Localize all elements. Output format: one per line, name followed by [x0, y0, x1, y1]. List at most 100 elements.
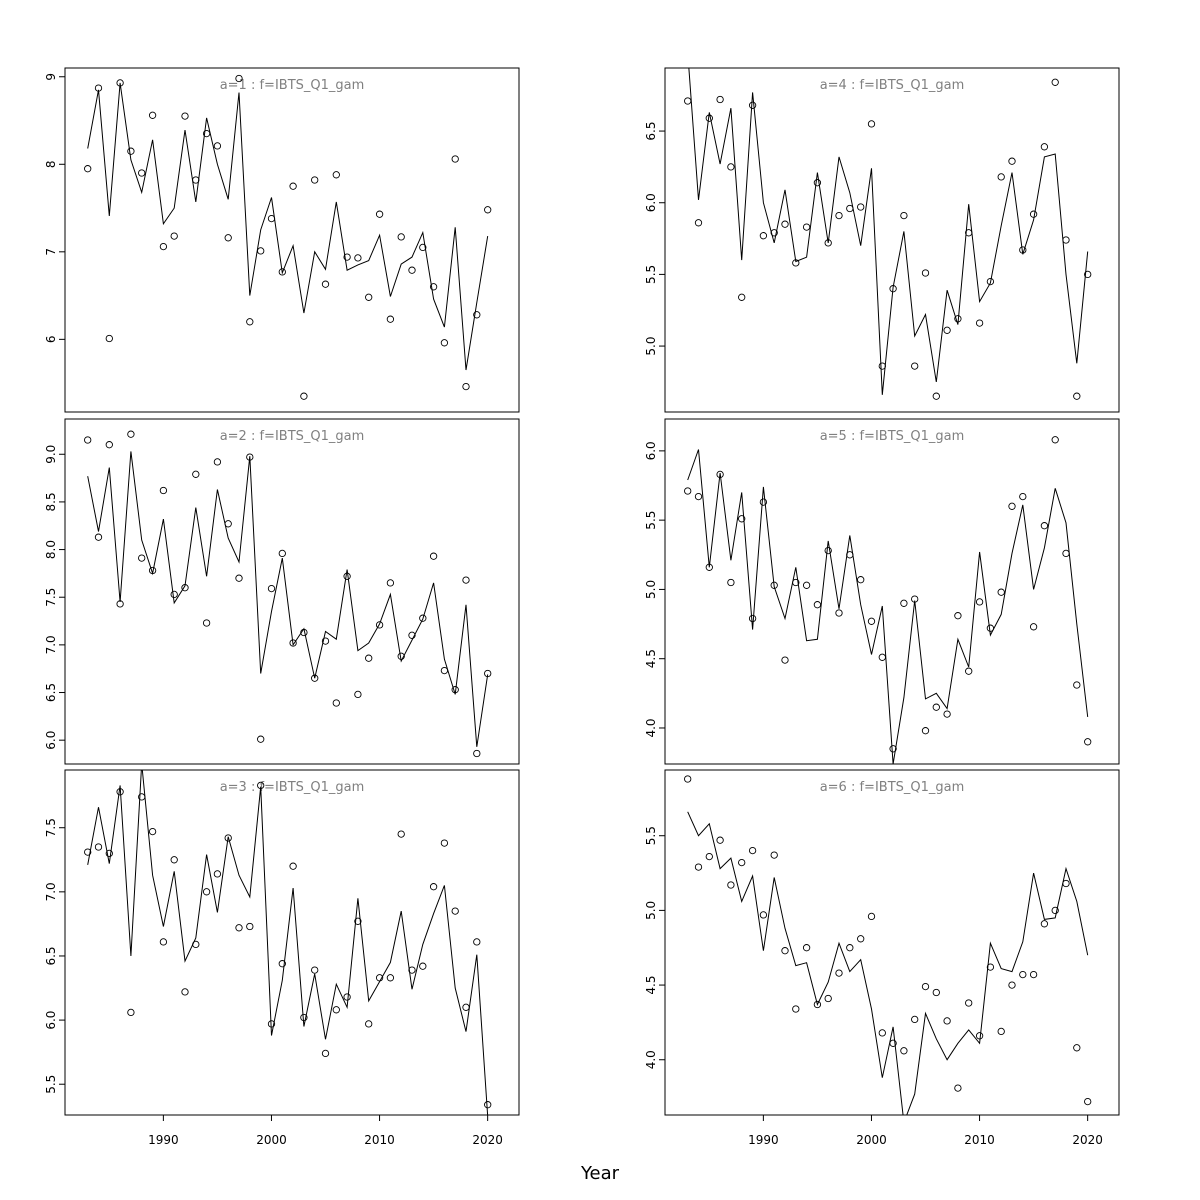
data-point — [1084, 738, 1092, 746]
data-point — [408, 966, 416, 974]
y-tick-label: 6.0 — [644, 193, 658, 212]
data-point — [484, 206, 492, 214]
data-point — [705, 563, 713, 571]
data-point — [835, 609, 843, 617]
data-point — [202, 619, 211, 627]
data-point — [824, 546, 832, 555]
panel-plot-area — [684, 775, 1092, 1115]
data-point — [716, 836, 724, 844]
y-tick-label: 6.0 — [44, 1011, 58, 1030]
data-point — [1019, 492, 1027, 501]
y-tick-label: 5.5 — [644, 511, 658, 530]
data-point — [224, 234, 232, 242]
y-tick-label: 5.0 — [644, 901, 658, 920]
data-point — [889, 285, 897, 293]
y-tick-label: 6.5 — [644, 122, 658, 141]
data-point — [748, 614, 757, 623]
data-point — [289, 182, 297, 190]
data-point — [943, 1017, 951, 1025]
data-point — [267, 584, 276, 593]
data-point — [1019, 246, 1027, 254]
data-point — [1008, 157, 1016, 165]
y-tick-label: 5.5 — [644, 265, 658, 284]
y-tick-label: 6.0 — [44, 731, 58, 750]
data-point — [267, 1020, 276, 1028]
panel-plot-area — [84, 430, 492, 758]
data-point — [943, 710, 951, 718]
panel-plot-area — [84, 74, 492, 400]
data-point — [408, 631, 416, 639]
data-point — [235, 924, 243, 932]
panel-plot-area — [84, 770, 492, 1115]
data-point — [813, 1000, 822, 1009]
data-point — [440, 666, 449, 675]
data-point — [473, 938, 481, 946]
data-point — [759, 911, 768, 919]
panel-frame — [664, 418, 1120, 765]
data-point — [694, 492, 703, 501]
data-point — [1073, 1044, 1081, 1052]
data-point — [159, 242, 168, 251]
data-point — [954, 1084, 962, 1092]
data-point — [954, 612, 962, 620]
y-tick-label: 7.5 — [44, 818, 58, 837]
data-point — [1051, 906, 1059, 915]
y-tick-label: 7 — [44, 248, 58, 256]
data-point — [321, 637, 330, 645]
y-tick-label: 8.5 — [44, 492, 58, 511]
data-point — [878, 1029, 886, 1037]
data-point — [997, 1027, 1005, 1036]
data-point — [921, 727, 930, 735]
data-point — [397, 233, 405, 241]
data-point — [770, 851, 778, 859]
data-point — [192, 176, 200, 184]
data-point — [235, 74, 243, 83]
data-point — [451, 155, 459, 163]
y-tick-label: 5.0 — [644, 337, 658, 356]
data-point — [975, 319, 984, 327]
panel-title: a=4 : f=IBTS_Q1_gam — [820, 78, 965, 93]
data-point — [727, 578, 735, 587]
data-point — [1073, 681, 1081, 689]
data-point — [213, 870, 222, 878]
data-point — [224, 520, 232, 528]
y-tick-label: 6.5 — [44, 683, 58, 702]
series-line — [87, 451, 489, 747]
data-point — [727, 163, 735, 171]
data-point — [911, 1015, 919, 1024]
data-point — [900, 211, 908, 220]
data-point — [365, 654, 373, 662]
data-point — [759, 232, 768, 240]
data-point — [473, 311, 481, 319]
data-point — [986, 277, 995, 286]
data-point — [84, 165, 92, 173]
data-point — [1040, 920, 1049, 928]
data-point — [343, 253, 351, 261]
x-tick-label: 2000 — [856, 1133, 887, 1147]
data-point — [127, 147, 135, 155]
data-point — [986, 963, 995, 971]
data-point — [867, 120, 876, 128]
data-point — [965, 999, 973, 1007]
data-point — [257, 781, 265, 790]
data-point — [835, 211, 843, 220]
data-point — [159, 486, 168, 495]
data-point — [116, 79, 124, 87]
data-point — [257, 247, 265, 255]
data-point — [192, 470, 200, 478]
data-point — [1051, 436, 1059, 444]
data-point — [235, 574, 243, 582]
data-point — [311, 966, 319, 974]
data-point — [1062, 236, 1070, 244]
data-point — [300, 1013, 308, 1022]
data-point — [889, 745, 897, 753]
data-point — [792, 259, 800, 267]
data-point — [202, 888, 211, 896]
data-point — [278, 960, 286, 968]
data-point — [397, 830, 405, 838]
data-point — [94, 84, 103, 92]
data-point — [354, 254, 362, 262]
data-point — [867, 617, 876, 625]
data-point — [375, 210, 384, 218]
data-point — [813, 179, 822, 187]
